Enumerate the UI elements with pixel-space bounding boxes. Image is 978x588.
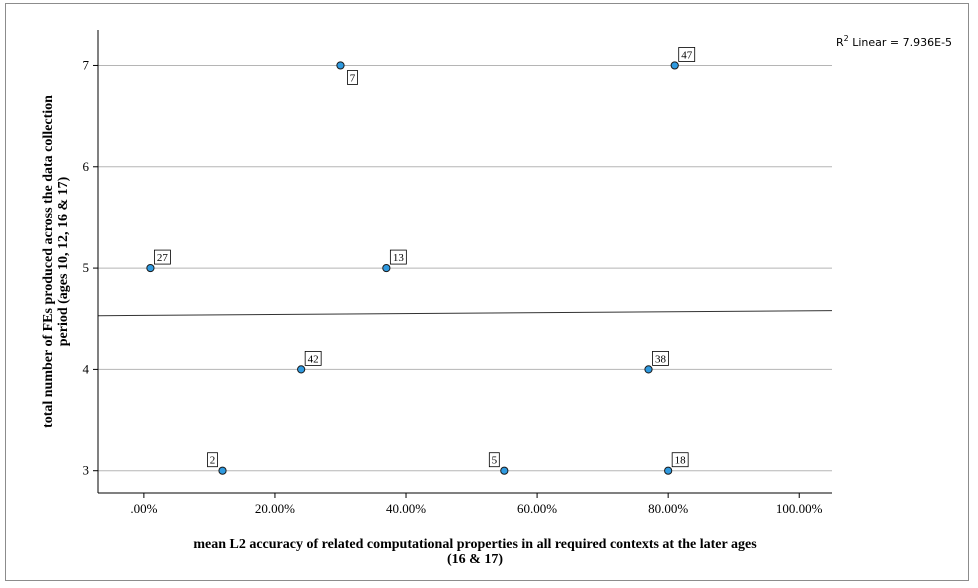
point-label-2: 2: [207, 452, 218, 468]
point-label-42: 42: [304, 350, 322, 366]
point-label-box: [154, 249, 171, 265]
point-label-text: 13: [393, 252, 405, 264]
linear-fit-line: [97, 310, 833, 317]
x-tick-label: 40.00%: [386, 501, 426, 516]
r2-annotation: R2 Linear = 7.936E-5: [836, 34, 952, 49]
point-label-box: [389, 249, 407, 265]
x-tick-label: .00%: [130, 501, 157, 516]
point-label-5: 5: [488, 452, 500, 468]
point-label-text: 38: [655, 353, 667, 365]
point-label-text: 47: [681, 49, 693, 61]
point-label-text: 2: [210, 455, 216, 467]
y-tick-label: 4: [83, 361, 90, 376]
y-tick-label: 6: [83, 159, 90, 174]
data-point-13: [382, 263, 391, 273]
data-point-38: [644, 365, 653, 374]
data-point-2: [218, 466, 227, 475]
axes: 3 4 5 6 7 .00% 20.00% 40.00% 60.00% 80.00% 100.00%: [83, 30, 832, 516]
y-axis-title: total number of FEs produced across the …: [41, 95, 71, 428]
x-axis-title-line: mean L2 accuracy of related computationa…: [193, 537, 757, 552]
point-label-box: [304, 350, 322, 366]
point-label-box: [207, 452, 218, 468]
point-label-text: 7: [350, 72, 356, 84]
point-label-text: 5: [492, 455, 498, 467]
y-axis-title-line: total number of FEs produced across the …: [41, 95, 56, 428]
y-axis-title-line: period (ages 10, 12, 16 & 17): [56, 176, 71, 346]
data-point-27: [146, 263, 155, 273]
x-axis-title-line: (16 & 17): [447, 552, 503, 567]
point-label-7: 7: [347, 70, 358, 85]
point-label-box: [671, 452, 689, 468]
x-axis-title: mean L2 accuracy of related computationa…: [193, 537, 757, 567]
data-point-18: [664, 466, 673, 475]
point-label-box: [652, 350, 669, 366]
point-label-text: 42: [308, 353, 319, 365]
point-label-38: 38: [652, 350, 669, 366]
x-tick-label: 60.00%: [517, 501, 557, 516]
point-label-box: [347, 70, 358, 85]
y-tick-label: 5: [83, 260, 90, 275]
data-point-42: [297, 365, 306, 374]
y-tick-label: 7: [83, 57, 90, 72]
x-tick-label: 100.00%: [776, 501, 823, 516]
point-label-text: 27: [157, 252, 169, 264]
data-point-47: [670, 61, 679, 70]
x-tick-label: 80.00%: [648, 501, 688, 516]
point-label-box: [488, 452, 500, 468]
chart-frame: [5, 3, 969, 581]
x-tick-label: 20.00%: [255, 501, 295, 516]
point-label-text: 18: [675, 455, 687, 467]
point-label-18: 18: [671, 452, 689, 468]
data-point-7: [336, 61, 345, 70]
y-tick-label: 3: [83, 463, 90, 478]
data-point-5: [500, 466, 509, 475]
point-label-27: 27: [154, 249, 171, 265]
point-label-13: 13: [389, 249, 407, 265]
point-label-47: 47: [678, 47, 696, 62]
point-label-box: [678, 47, 696, 62]
point-labels: 7 47 27 13 42 38 2 5 18: [154, 47, 696, 468]
data-points: [146, 61, 679, 475]
gridlines: [98, 64, 832, 472]
